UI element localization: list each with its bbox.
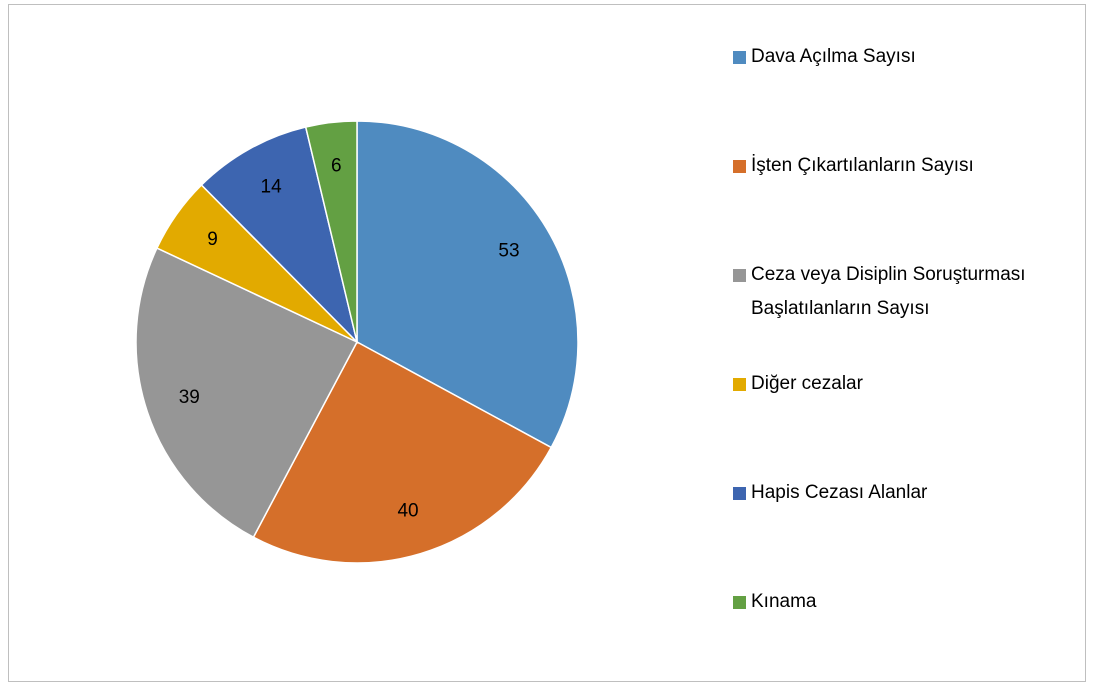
legend-label: Hapis Cezası Alanlar — [751, 482, 928, 503]
legend-label: İşten Çıkartılanların Sayısı — [751, 155, 974, 176]
legend-swatch — [733, 269, 746, 282]
legend-entry: Dava Açılma Sayısı — [733, 40, 1033, 74]
data-label: 39 — [179, 387, 200, 408]
legend-entry: Kınama — [733, 585, 1033, 619]
legend-label: Ceza veya Disiplin Soruşturması Başlatıl… — [751, 264, 1026, 319]
data-label: 14 — [261, 176, 283, 197]
legend-swatch — [733, 596, 746, 609]
legend-swatch — [733, 160, 746, 173]
pie-slice — [135, 247, 359, 539]
pie-slice — [304, 120, 358, 343]
legend-swatch — [733, 378, 746, 391]
data-label: 6 — [331, 155, 342, 176]
legend-entry: Hapis Cezası Alanlar — [733, 476, 1033, 510]
legend-entry: Diğer cezalar — [733, 367, 1033, 401]
data-label: 9 — [207, 229, 218, 250]
legend-swatch — [733, 51, 746, 64]
legend-entry: Ceza veya Disiplin Soruşturması Başlatıl… — [733, 258, 1033, 326]
legend-label: Kınama — [751, 591, 817, 612]
chart-frame — [8, 4, 1086, 682]
legend-label: Dava Açılma Sayısı — [751, 46, 916, 67]
legend-entry: İşten Çıkartılanların Sayısı — [733, 149, 1033, 183]
data-label: 40 — [397, 500, 418, 521]
pie-slice — [356, 120, 579, 449]
legend-label: Diğer cezalar — [751, 373, 863, 394]
data-label: 53 — [498, 241, 519, 262]
legend-swatch — [733, 487, 746, 500]
